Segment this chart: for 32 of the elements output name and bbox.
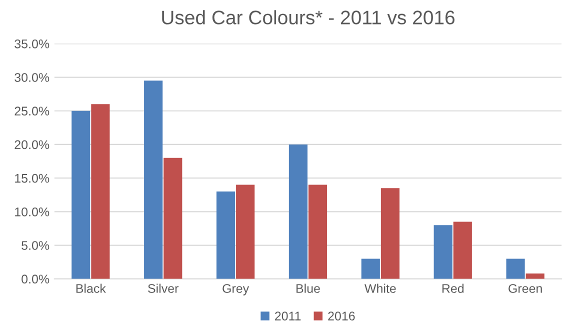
x-tick-label: Red: [442, 284, 464, 293]
y-tick-label: 0.0%: [22, 274, 50, 284]
bar: [144, 80, 163, 279]
y-tick-label: 25.0%: [14, 106, 50, 116]
y-tick-label: 15.0%: [15, 174, 50, 183]
legend-label: 2016: [328, 312, 355, 320]
bar: [506, 258, 525, 279]
bar: [216, 192, 236, 279]
bar: [288, 144, 308, 279]
y-tick-label: 10.0%: [15, 207, 50, 216]
bar: [361, 258, 380, 279]
bar: [453, 222, 472, 279]
x-tick-label: Black: [76, 284, 106, 293]
bar: [380, 188, 400, 279]
x-tick-label: Green: [508, 284, 542, 293]
chart-title: Used Car Colours* - 2011 vs 2016: [162, 10, 454, 24]
legend-label: 2011: [275, 312, 301, 320]
y-tick-label: 20.0%: [14, 140, 50, 150]
x-tick-label: Blue: [296, 284, 320, 293]
bar: [72, 110, 90, 279]
bar: [434, 225, 452, 279]
bar: [164, 158, 182, 279]
x-tick-label: Silver: [148, 284, 179, 293]
bar: [91, 104, 110, 279]
x-tick-label: White: [364, 284, 396, 293]
bar: [308, 184, 328, 279]
bar: [236, 184, 255, 279]
x-tick-label: Grey: [222, 284, 250, 296]
y-tick-label: 5.0%: [22, 241, 50, 250]
y-tick-label: 35.0%: [14, 39, 50, 48]
bar: [526, 274, 544, 279]
y-tick-label: 30.0%: [14, 73, 50, 82]
